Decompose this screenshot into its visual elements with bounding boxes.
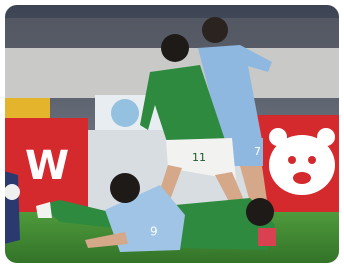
bear-ear — [317, 128, 335, 146]
player-head — [161, 34, 189, 62]
jersey-number: 11 — [192, 151, 206, 164]
player-boot — [258, 228, 276, 246]
ball — [4, 184, 20, 200]
player-head — [110, 173, 140, 203]
player-head — [202, 17, 228, 43]
bear-eye — [308, 156, 316, 164]
player-head — [246, 198, 274, 226]
bear-mouth — [293, 172, 311, 184]
yellow-board — [0, 98, 50, 118]
page: W 7 11 9 (() => — [0, 0, 344, 270]
board-text: W — [25, 143, 69, 189]
bear-ear — [269, 128, 287, 146]
bear-eye — [288, 156, 296, 164]
scene: W 7 11 9 — [0, 0, 344, 270]
jersey-number: 9 — [150, 225, 158, 239]
jersey-number: 7 — [254, 145, 261, 158]
photo: W 7 11 9 — [0, 0, 344, 270]
logo — [111, 99, 139, 127]
